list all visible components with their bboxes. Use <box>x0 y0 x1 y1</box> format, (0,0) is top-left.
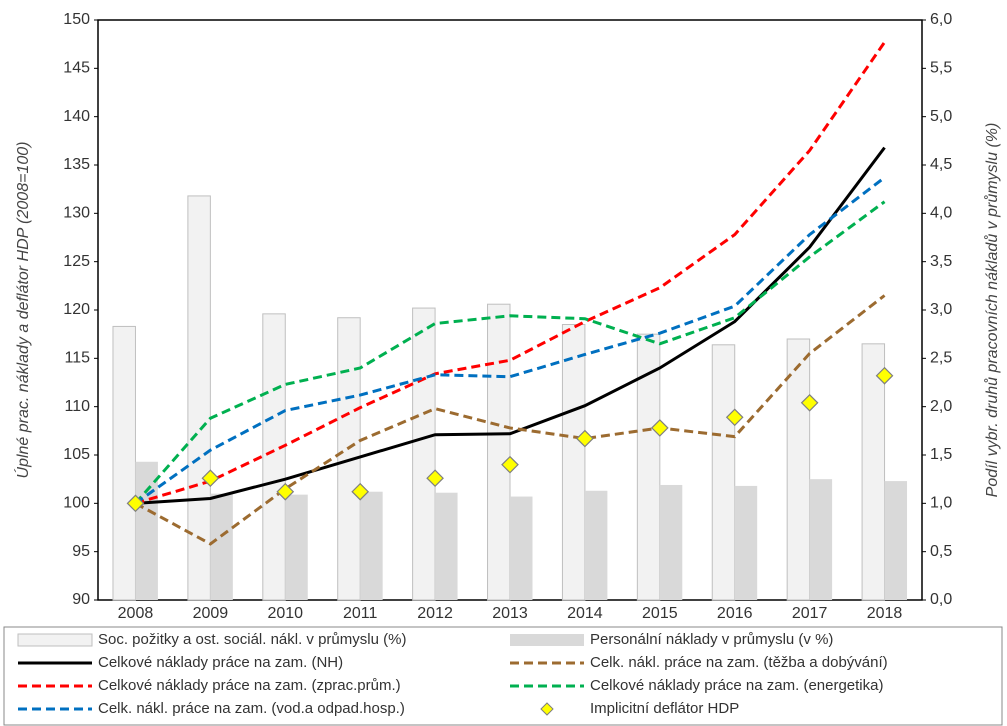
bar <box>734 485 758 600</box>
y-tick-label: 90 <box>72 591 90 608</box>
legend-label: Celk. nákl. práce na zam. (těžba a dobýv… <box>590 654 888 671</box>
legend-swatch <box>510 634 584 646</box>
bar <box>510 496 533 600</box>
line <box>135 41 886 505</box>
x-tick-label: 2016 <box>717 605 753 622</box>
legend-swatch <box>540 702 554 716</box>
x-tick-label: 2010 <box>267 605 303 622</box>
marker <box>126 494 145 513</box>
y2-axis-title: Podíl vybr. druhů pracovních nákladů v p… <box>983 123 1001 498</box>
bar <box>659 484 683 600</box>
y2-tick-label: 3,5 <box>930 253 952 270</box>
y-tick-label: 110 <box>64 398 90 415</box>
x-tick-label: 2012 <box>417 605 453 622</box>
bar <box>711 344 736 601</box>
bar <box>809 479 833 600</box>
y2-tick-label: 0,5 <box>930 543 952 560</box>
bar <box>636 333 661 601</box>
y2-tick-label: 6,0 <box>930 11 952 28</box>
y2-tick-label: 5,5 <box>930 60 952 77</box>
y-tick-label: 130 <box>63 205 90 222</box>
bar <box>786 338 811 601</box>
y2-tick-label: 0,0 <box>930 591 952 608</box>
y2-tick-label: 3,0 <box>930 301 952 318</box>
y2-tick-label: 2,5 <box>930 350 952 367</box>
marker <box>875 366 894 385</box>
y-tick-label: 135 <box>63 156 90 173</box>
marker <box>725 408 744 427</box>
line <box>134 294 886 546</box>
bar <box>285 494 308 600</box>
y2-tick-label: 1,5 <box>930 446 952 463</box>
marker <box>501 455 519 474</box>
bar <box>262 313 286 601</box>
legend-label: Celk. nákl. práce na zam. (vod.a odpad.h… <box>98 700 405 717</box>
y2-tick-label: 2,0 <box>930 398 952 415</box>
marker <box>650 419 669 437</box>
line <box>134 176 886 505</box>
x-tick-label: 2008 <box>118 605 154 622</box>
marker <box>351 482 370 501</box>
y-tick-label: 115 <box>64 350 90 367</box>
marker <box>576 429 594 448</box>
y2-tick-label: 4,0 <box>930 205 952 222</box>
x-tick-label: 2011 <box>343 605 378 622</box>
bar <box>412 307 436 601</box>
legend-label: Celkové náklady práce na zam. (zprac.prů… <box>98 677 401 694</box>
y-tick-label: 120 <box>63 301 90 318</box>
x-tick-label: 2018 <box>867 605 903 622</box>
y2-tick-label: 4,5 <box>930 156 952 173</box>
y-tick-label: 125 <box>63 253 90 270</box>
legend-label: Soc. požitky a ost. sociál. nákl. v prům… <box>98 631 406 648</box>
y-tick-label: 100 <box>63 495 90 512</box>
y-tick-label: 95 <box>72 543 90 560</box>
x-tick-label: 2015 <box>642 605 678 622</box>
y2-tick-label: 5,0 <box>930 108 952 125</box>
marker <box>201 469 220 488</box>
y-axis-title: Úplné prac. náklady a deflátor HDP (2008… <box>13 142 32 479</box>
x-tick-label: 2017 <box>792 605 828 622</box>
bar <box>112 325 136 601</box>
x-tick-label: 2013 <box>492 605 528 622</box>
x-tick-label: 2014 <box>567 605 603 622</box>
bar <box>360 491 383 600</box>
bar <box>561 324 586 601</box>
y-tick-label: 145 <box>63 60 90 77</box>
legend-label: Personální náklady v průmyslu (v %) <box>590 631 833 648</box>
y-tick-label: 150 <box>63 11 90 28</box>
bar <box>884 481 908 600</box>
marker <box>800 393 819 412</box>
bar <box>435 492 458 600</box>
marker <box>276 482 295 501</box>
y2-tick-label: 1,0 <box>930 495 952 512</box>
bar <box>487 303 511 601</box>
legend-label: Celkové náklady práce na zam. (energetik… <box>590 677 883 694</box>
legend-swatch <box>17 633 93 647</box>
line <box>134 200 886 505</box>
y-tick-label: 105 <box>63 446 90 463</box>
legend-box <box>3 626 1003 726</box>
legend-label: Implicitní deflátor HDP <box>590 700 739 717</box>
bar <box>584 490 608 600</box>
bar <box>210 493 233 600</box>
bar <box>861 343 886 601</box>
x-tick-label: 2009 <box>193 605 229 622</box>
marker <box>426 469 444 488</box>
legend-label: Celkové náklady práce na zam. (NH) <box>98 654 343 671</box>
y-tick-label: 140 <box>63 108 90 125</box>
